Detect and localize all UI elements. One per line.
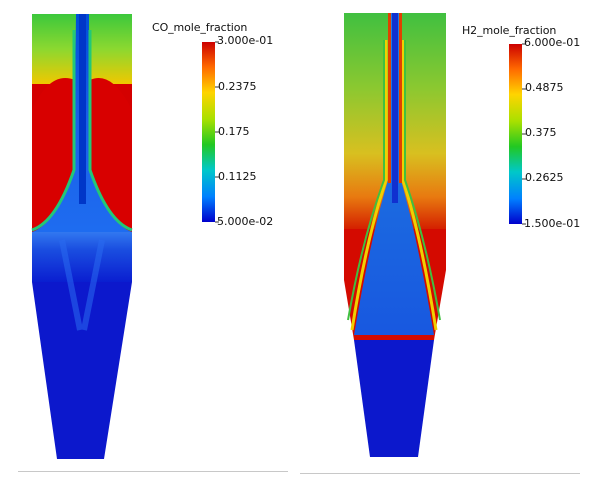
h2-colorbar — [509, 44, 522, 224]
h2-colorbar-title: H2_mole_fraction — [462, 24, 557, 37]
co-colorbar-title: CO_mole_fraction — [152, 21, 248, 34]
co-contour-plot — [31, 14, 219, 459]
h2-inlet-stripe-red — [388, 13, 391, 183]
h2-cone — [354, 340, 434, 457]
h2-tick-label: 0.2625 — [525, 171, 564, 184]
co-mole-fraction-panel: CO_mole_fraction 3.000e-01 0.2375 0.175 … — [0, 0, 300, 477]
co-tick-label: 5.000e-02 — [217, 215, 274, 228]
h2-colorbar-ticks — [522, 43, 526, 225]
h2-tick-label: 0.4875 — [525, 81, 564, 94]
h2-inlet-core — [392, 13, 398, 203]
co-tick-label: 0.175 — [218, 125, 250, 138]
co-tick-label: 0.2375 — [218, 80, 257, 93]
h2-plume-edge-left — [350, 40, 388, 331]
h2-plume-edge-left-outer — [347, 40, 385, 321]
bottom-divider — [300, 473, 580, 474]
co-jet-core — [79, 14, 86, 204]
h2-inlet-stripe-red — [399, 13, 402, 183]
h2-plume-edge-right — [401, 40, 438, 331]
co-tick-label: 3.000e-01 — [217, 34, 274, 47]
co-lower-region — [32, 232, 132, 282]
bottom-divider — [18, 471, 288, 472]
co-colorbar — [202, 42, 215, 222]
h2-tick-label: 6.000e-01 — [524, 36, 581, 49]
h2-tick-label: 0.375 — [525, 126, 557, 139]
co-tick-label: 0.1125 — [218, 170, 257, 183]
h2-tick-label: 1.500e-01 — [524, 217, 581, 230]
co-plume-streaks — [59, 239, 105, 331]
co-colorbar-ticks — [215, 41, 219, 223]
co-cone — [32, 282, 132, 459]
co-jet-edge-left — [31, 30, 76, 232]
h2-contour-plot — [344, 13, 526, 457]
h2-mole-fraction-panel: H2_mole_fraction 6.000e-01 0.4875 0.375 … — [300, 0, 602, 477]
co-jet-edge-right — [88, 30, 133, 232]
h2-plume-edge-right-outer — [404, 40, 441, 321]
